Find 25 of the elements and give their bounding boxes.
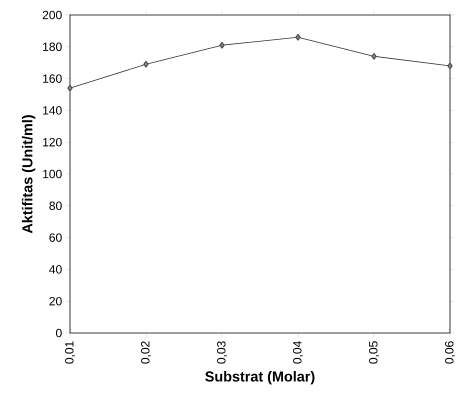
y-tick-label: 140 bbox=[43, 106, 62, 115]
y-tick-label: 200 bbox=[42, 10, 62, 20]
point bbox=[371, 52, 377, 60]
y-tick-label: 160 bbox=[43, 74, 62, 83]
x-tick-label: 0,02 bbox=[141, 341, 151, 364]
point bbox=[67, 84, 73, 92]
point bbox=[143, 60, 149, 68]
y-tick-label: 180 bbox=[43, 42, 62, 52]
y-axis-title: Aktifitas (Unit/ml) bbox=[22, 115, 36, 234]
x-axis-title: Substrat (Molar) bbox=[205, 371, 314, 384]
x-tick-label: 0,05 bbox=[369, 341, 379, 364]
x-tick-label: 0,01 bbox=[65, 341, 75, 364]
x-tick-label: 0,03 bbox=[217, 341, 227, 364]
y-tick-label: 120 bbox=[43, 138, 62, 146]
point bbox=[219, 42, 225, 49]
y-tick-label: 100 bbox=[43, 170, 62, 178]
y-tick-label: 60 bbox=[49, 233, 62, 242]
y-tick-label: 40 bbox=[49, 265, 62, 274]
y-tick-label: 0 bbox=[56, 328, 62, 338]
x-tick-label: 0,04 bbox=[293, 341, 303, 364]
point bbox=[447, 62, 453, 70]
x-tick-label: 0,06 bbox=[445, 341, 455, 364]
point bbox=[295, 34, 301, 41]
y-tick-label: 20 bbox=[49, 296, 62, 306]
y-tick-label: 80 bbox=[49, 202, 62, 210]
